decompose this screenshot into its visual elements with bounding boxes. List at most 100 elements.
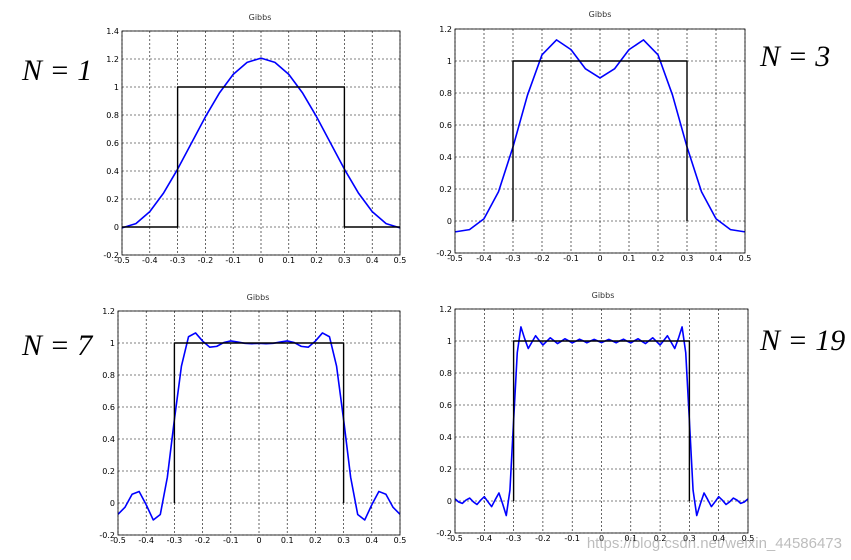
y-tick-label: 0 xyxy=(447,497,452,506)
subplot: -0.5 -0.4 -0.3 -0.2 -0.1 0 0.1 0.2 0.3 0.4 0.5 -0.2… xyxy=(436,291,845,543)
x-tick-label: 0.3 xyxy=(337,536,350,545)
y-tick-label: 0.6 xyxy=(439,401,452,410)
x-tick-label: -0.4 xyxy=(476,254,492,263)
chart-title: Gibbs xyxy=(589,10,612,19)
x-tick-label: -0.2 xyxy=(195,536,211,545)
y-tick-label: 0 xyxy=(110,499,115,508)
series-line xyxy=(173,342,345,503)
x-tick-label: -0.4 xyxy=(476,534,492,543)
x-tick-label: -0.2 xyxy=(534,254,550,263)
y-tick-label: 0.4 xyxy=(106,167,119,176)
x-tick-label: 0.3 xyxy=(338,256,351,265)
y-tick-label: 0.6 xyxy=(102,403,115,412)
y-tick-label: 0.8 xyxy=(439,89,452,98)
x-tick-label: -0.2 xyxy=(198,256,214,265)
x-tick-label: -0.5 xyxy=(110,536,126,545)
y-tick-label: 1.2 xyxy=(439,305,452,314)
y-tick-label: 0.6 xyxy=(439,121,452,130)
x-tick-label: -0.4 xyxy=(142,256,158,265)
x-tick-label: 0 xyxy=(256,536,261,545)
x-tick-label: -0.1 xyxy=(563,254,579,263)
x-tick-label: 0.4 xyxy=(710,254,723,263)
x-tick-label: 0.2 xyxy=(310,256,323,265)
chart-title: Gibbs xyxy=(249,13,272,22)
x-tick-label: 0.1 xyxy=(281,536,294,545)
x-tick-label: 0.3 xyxy=(681,254,694,263)
x-tick-label: -0.3 xyxy=(167,536,183,545)
series-line xyxy=(454,39,746,233)
y-tick-label: 0.4 xyxy=(102,435,115,444)
chart-title: Gibbs xyxy=(592,291,615,300)
axes-frame xyxy=(454,28,746,254)
annotation: N = 1 xyxy=(21,54,92,87)
y-tick-label: 0 xyxy=(447,217,452,226)
x-tick-label: -0.3 xyxy=(506,534,522,543)
x-tick-label: -0.5 xyxy=(447,254,463,263)
y-tick-label: 1 xyxy=(114,83,119,92)
chart-title: Gibbs xyxy=(247,293,270,302)
x-tick-label: 0.4 xyxy=(365,536,378,545)
x-tick-label: 0.2 xyxy=(652,254,665,263)
x-tick-label: -0.3 xyxy=(505,254,521,263)
y-tick-label: 1.2 xyxy=(102,307,115,316)
y-tick-label: 0.8 xyxy=(106,111,119,120)
x-tick-label: 0.5 xyxy=(742,534,755,543)
x-tick-label: 0.4 xyxy=(366,256,379,265)
annotation: N = 3 xyxy=(759,40,830,73)
x-tick-label: 0.5 xyxy=(394,536,407,545)
axes-frame xyxy=(117,310,401,536)
x-tick-label: 0.5 xyxy=(739,254,752,263)
y-tick-label: 0.6 xyxy=(106,139,119,148)
series-line xyxy=(512,340,691,501)
y-tick-label: 1.2 xyxy=(439,25,452,34)
axes-frame xyxy=(121,30,401,256)
y-tick-label: 0 xyxy=(114,223,119,232)
x-tick-label: 0.1 xyxy=(282,256,295,265)
x-tick-label: 0 xyxy=(258,256,263,265)
y-tick-label: -0.2 xyxy=(436,249,452,258)
y-tick-label: 0.4 xyxy=(439,153,452,162)
x-tick-label: -0.2 xyxy=(535,534,551,543)
x-tick-label: -0.1 xyxy=(223,536,239,545)
y-tick-label: 1 xyxy=(447,57,452,66)
y-tick-label: 0.8 xyxy=(439,369,452,378)
subplot: -0.5 -0.4 -0.3 -0.2 -0.1 0 0.1 0.2 0.3 0.4 0.5 -0.2… xyxy=(21,293,406,545)
axes-frame xyxy=(454,308,749,534)
y-tick-label: 1.2 xyxy=(106,55,119,64)
series-line xyxy=(512,60,688,221)
y-tick-label: 0.2 xyxy=(102,467,115,476)
subplot: -0.5 -0.4 -0.3 -0.2 -0.1 0 0.1 0.2 0.3 0.4 0.5 -0.2… xyxy=(436,10,830,263)
annotation: N = 19 xyxy=(759,324,845,357)
x-tick-label: -0.5 xyxy=(447,534,463,543)
subplot: -0.5 -0.4 -0.3 -0.2 -0.1 0 0.1 0.2 0.3 0.4 0.5 -0.2… xyxy=(21,13,406,265)
y-tick-label: 0.2 xyxy=(439,185,452,194)
x-tick-label: 0.2 xyxy=(309,536,322,545)
x-tick-label: 0.5 xyxy=(394,256,407,265)
x-tick-label: 0.4 xyxy=(712,534,725,543)
y-tick-label: -0.2 xyxy=(99,531,115,540)
x-tick-label: 0.1 xyxy=(624,534,637,543)
y-tick-label: -0.2 xyxy=(436,529,452,538)
y-tick-label: 0.4 xyxy=(439,433,452,442)
x-tick-label: -0.1 xyxy=(564,534,580,543)
watermark: https://blog.csdn.net/weixin_44586473 xyxy=(587,535,842,552)
series-line xyxy=(122,86,400,228)
x-tick-label: 0 xyxy=(597,254,602,263)
x-tick-label: -0.5 xyxy=(114,256,130,265)
y-tick-label: 1 xyxy=(447,337,452,346)
x-tick-label: -0.4 xyxy=(138,536,154,545)
annotation: N = 7 xyxy=(21,329,94,362)
y-tick-label: 0.8 xyxy=(102,371,115,380)
x-tick-label: -0.3 xyxy=(170,256,186,265)
series-line xyxy=(121,57,401,229)
y-tick-label: 1.4 xyxy=(106,27,119,36)
x-tick-label: -0.1 xyxy=(225,256,241,265)
x-tick-label: 0 xyxy=(599,534,604,543)
y-tick-label: 1 xyxy=(110,339,115,348)
y-tick-label: 0.2 xyxy=(439,465,452,474)
x-tick-label: 0.3 xyxy=(683,534,696,543)
x-tick-label: 0.2 xyxy=(654,534,667,543)
x-tick-label: 0.1 xyxy=(623,254,636,263)
